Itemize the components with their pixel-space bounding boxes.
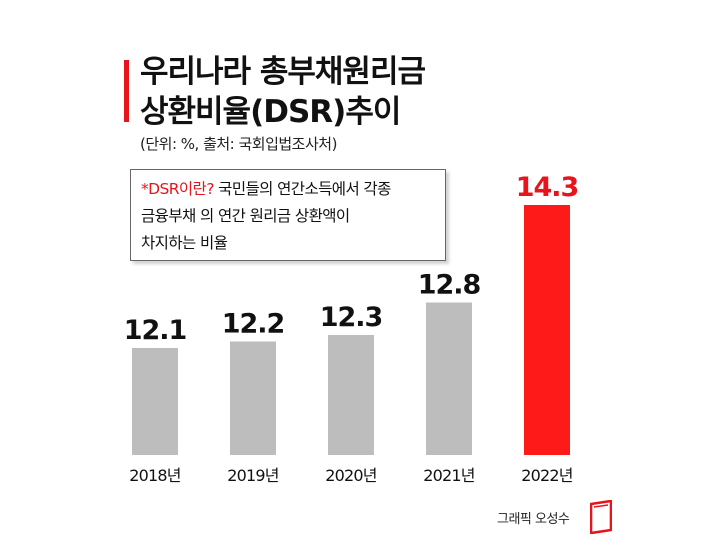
bar-2021년 <box>426 302 472 455</box>
definition-highlight: *DSR이란? <box>141 180 214 198</box>
document-logo-icon <box>590 500 612 534</box>
category-label: 2021년 <box>423 466 475 485</box>
value-label: 14.3 <box>516 172 579 203</box>
dsr-definition-box: *DSR이란? 국민들의 연간소득에서 각종 금융부채 의 연간 원리금 상환액… <box>130 169 446 261</box>
definition-line-2: 금융부채 의 연간 원리금 상환액이 <box>141 207 350 225</box>
graphic-credit: 그래픽 오성수 <box>497 512 570 527</box>
value-label: 12.8 <box>418 270 481 301</box>
category-label: 2020년 <box>325 466 377 485</box>
definition-line-1: 국민들의 연간소득에서 각종 <box>213 180 391 198</box>
bar-2018년 <box>132 348 178 455</box>
category-label: 2018년 <box>129 466 181 485</box>
value-label: 12.1 <box>124 315 187 346</box>
bar-2019년 <box>230 341 276 455</box>
title-accent-bar <box>124 60 129 122</box>
page-title: 우리나라 총부채원리금 상환비율(DSR)추이 <box>140 52 426 132</box>
unit-source-note: (단위: %, 출처: 국회입법조사처) <box>140 135 337 153</box>
bar-2022년 <box>524 205 570 455</box>
title-line-2: 상환비율(DSR)추이 <box>140 94 401 130</box>
title-line-1: 우리나라 총부채원리금 <box>140 54 426 90</box>
category-label: 2019년 <box>227 466 279 485</box>
value-label: 12.3 <box>320 302 383 333</box>
definition-line-3: 차지하는 비율 <box>141 234 228 252</box>
bar-2020년 <box>328 335 374 455</box>
value-label: 12.2 <box>222 309 285 340</box>
category-label: 2022년 <box>521 466 573 485</box>
